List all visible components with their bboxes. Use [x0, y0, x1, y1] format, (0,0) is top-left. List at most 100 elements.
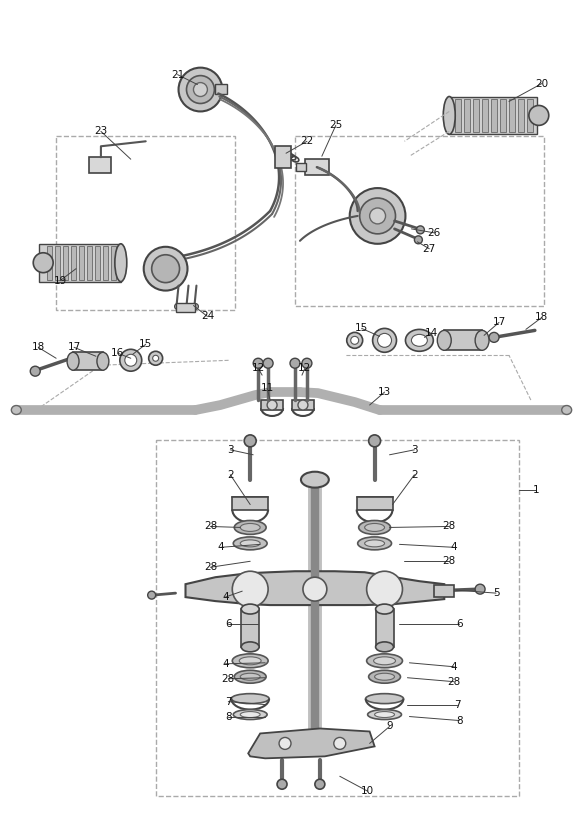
Ellipse shape [437, 330, 451, 350]
Ellipse shape [240, 673, 260, 681]
Text: 28: 28 [442, 522, 456, 531]
Bar [111, 246, 116, 279]
Circle shape [147, 591, 156, 599]
Bar [509, 99, 515, 133]
Bar [305, 159, 329, 176]
Circle shape [347, 332, 363, 349]
Bar [47, 246, 52, 279]
Text: 4: 4 [451, 542, 458, 552]
Text: 18: 18 [535, 312, 549, 322]
Bar [464, 99, 470, 133]
Ellipse shape [366, 694, 403, 704]
Circle shape [178, 68, 222, 111]
Text: 12: 12 [298, 363, 311, 373]
Circle shape [370, 208, 385, 224]
Bar [482, 99, 488, 133]
Circle shape [279, 737, 291, 749]
Bar [295, 136, 544, 306]
Circle shape [174, 303, 181, 310]
Text: 15: 15 [355, 323, 368, 334]
Bar [518, 99, 524, 133]
Bar [95, 246, 100, 279]
Ellipse shape [301, 471, 329, 488]
Circle shape [489, 332, 499, 342]
Bar [63, 246, 68, 279]
Text: 18: 18 [31, 342, 45, 353]
Bar [175, 302, 195, 312]
Bar [73, 353, 103, 370]
Text: 12: 12 [251, 363, 265, 373]
Bar [156, 440, 519, 796]
Circle shape [302, 358, 312, 368]
Text: 7: 7 [454, 700, 461, 709]
Circle shape [244, 435, 256, 447]
Bar [241, 609, 259, 647]
Bar [89, 157, 111, 173]
Circle shape [298, 400, 308, 410]
Circle shape [475, 584, 485, 594]
Text: 28: 28 [448, 677, 461, 686]
Text: 4: 4 [451, 662, 458, 672]
Circle shape [315, 780, 325, 789]
Text: 11: 11 [261, 383, 274, 393]
Text: 17: 17 [68, 342, 80, 353]
Circle shape [303, 577, 327, 601]
Text: 28: 28 [222, 674, 235, 684]
Text: 14: 14 [424, 329, 438, 339]
Ellipse shape [412, 335, 427, 346]
Ellipse shape [367, 653, 402, 667]
Text: 27: 27 [423, 244, 436, 254]
Bar [232, 497, 268, 509]
Text: 15: 15 [139, 339, 152, 349]
Bar [56, 136, 236, 311]
Bar [79, 246, 84, 279]
Circle shape [290, 358, 300, 368]
Ellipse shape [120, 349, 142, 371]
Text: 2: 2 [227, 470, 234, 480]
Text: 10: 10 [361, 786, 374, 796]
Ellipse shape [233, 537, 267, 550]
Bar [103, 246, 108, 279]
Circle shape [253, 358, 263, 368]
Text: 21: 21 [171, 69, 184, 80]
Text: 17: 17 [493, 317, 505, 327]
Text: 28: 28 [442, 556, 456, 566]
Bar [444, 330, 482, 350]
Text: 5: 5 [493, 588, 499, 598]
Circle shape [350, 188, 405, 244]
Ellipse shape [375, 604, 394, 614]
Ellipse shape [358, 537, 392, 550]
Circle shape [416, 226, 424, 234]
Ellipse shape [364, 540, 385, 547]
Text: 4: 4 [222, 592, 229, 602]
Circle shape [334, 737, 346, 749]
Circle shape [415, 236, 422, 244]
Text: 25: 25 [329, 120, 342, 130]
Circle shape [153, 355, 159, 361]
Text: 23: 23 [94, 126, 107, 136]
Text: 6: 6 [456, 619, 462, 629]
Circle shape [351, 336, 359, 344]
Ellipse shape [239, 657, 261, 665]
Ellipse shape [375, 673, 395, 681]
Ellipse shape [368, 709, 402, 719]
Text: 2: 2 [411, 470, 418, 480]
Ellipse shape [374, 657, 395, 665]
Ellipse shape [125, 354, 137, 366]
Bar [500, 99, 506, 133]
Bar [449, 96, 537, 134]
Circle shape [267, 400, 277, 410]
Bar [275, 147, 291, 168]
Ellipse shape [364, 523, 385, 531]
Bar [491, 99, 497, 133]
Text: 22: 22 [300, 136, 314, 147]
Ellipse shape [234, 521, 266, 535]
Ellipse shape [475, 330, 489, 350]
Ellipse shape [115, 244, 127, 282]
Circle shape [232, 571, 268, 607]
Circle shape [368, 435, 381, 447]
Polygon shape [185, 571, 444, 605]
Text: 8: 8 [456, 715, 462, 725]
Text: 26: 26 [428, 228, 441, 238]
Text: 16: 16 [111, 349, 124, 358]
